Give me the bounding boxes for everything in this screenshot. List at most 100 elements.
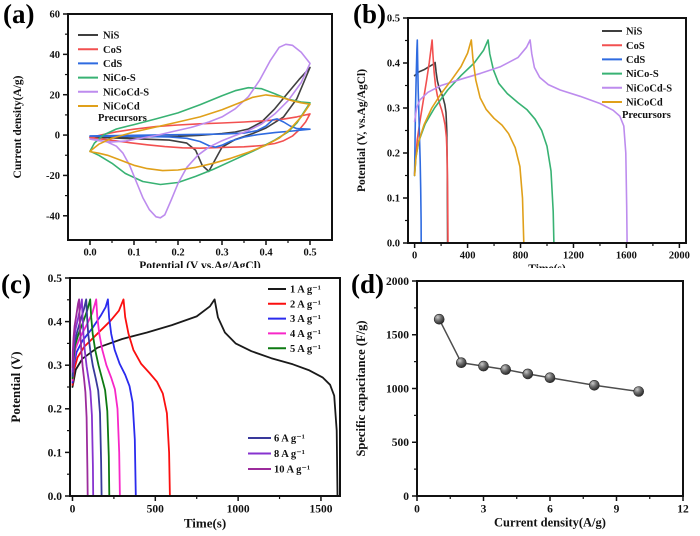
legend-label: CoS — [626, 41, 645, 52]
svg-text:20: 20 — [50, 90, 61, 101]
svg-text:60: 60 — [50, 10, 61, 21]
legend-label: 4 A g⁻¹ — [290, 329, 321, 340]
svg-text:500: 500 — [392, 437, 410, 449]
legend-label: CoS — [103, 45, 122, 56]
svg-text:0: 0 — [403, 491, 409, 503]
data-point — [544, 372, 556, 383]
svg-text:-20: -20 — [46, 171, 60, 182]
svg-text:1200: 1200 — [563, 251, 584, 262]
legend-label: NiS — [626, 27, 643, 38]
series-nico-s — [89, 86, 311, 186]
panel-c-label: (c) — [1, 269, 31, 299]
svg-text:0.0: 0.0 — [387, 239, 400, 250]
svg-text:1000: 1000 — [227, 504, 250, 516]
x-axis-label: Potential (V vs.Ag/AgCl) — [139, 260, 261, 268]
panel-b-gcd-chart: 0 400 800 1200 1600 2000 0.0 0.1 0.2 0.3 0.4 0.5 Tim… — [356, 14, 690, 268]
data-point — [633, 386, 645, 397]
svg-text:1600: 1600 — [616, 251, 637, 262]
svg-text:0.3: 0.3 — [48, 360, 63, 372]
y-axis-label: Potential (V, vs.Ag/AgCl) — [356, 69, 368, 192]
panel-a-label: (a) — [3, 0, 35, 29]
svg-text:0: 0 — [414, 504, 420, 516]
svg-text:2000: 2000 — [386, 276, 409, 288]
series-6-a-g-1 — [71, 298, 103, 497]
series-4-a-g-1 — [71, 298, 121, 497]
svg-text:9: 9 — [614, 504, 620, 516]
data-point — [478, 360, 489, 372]
y-axis-label: Current density(A/g) — [12, 75, 24, 178]
legend-label: 3 A g⁻¹ — [290, 314, 321, 325]
legend-label: 8 A g⁻¹ — [274, 449, 305, 460]
legend-label: NiS — [103, 31, 120, 42]
plot-frame — [416, 280, 684, 497]
series-nico-s — [413, 39, 555, 244]
legend-label: NiCoCd-S — [626, 83, 672, 94]
svg-text:1500: 1500 — [386, 330, 409, 342]
series-group — [433, 313, 645, 397]
legend-label: NiCoCd — [103, 102, 140, 113]
svg-text:0.5: 0.5 — [303, 248, 316, 259]
panel-c: (c) 0 500 1000 1500 0.0 0.1 0.2 0.3 0.4 0.5 Time(s… — [0, 268, 350, 536]
series-2-a-g-1 — [71, 298, 171, 497]
svg-text:40: 40 — [50, 50, 61, 61]
series-nis — [413, 61, 449, 244]
svg-text:2000: 2000 — [669, 251, 690, 262]
svg-text:0: 0 — [412, 251, 417, 262]
series-cds — [413, 39, 422, 244]
svg-text:0.5: 0.5 — [387, 14, 400, 25]
panel-d: (d) 0 3 6 9 12 0 500 1000 1500 2000 Current densit… — [350, 268, 700, 536]
svg-text:0: 0 — [70, 504, 76, 516]
series-8-a-g-1 — [71, 298, 95, 497]
svg-text:400: 400 — [460, 251, 476, 262]
series-cos — [413, 39, 449, 244]
panel-b: (b) 0 400 800 1200 1600 2000 0.0 0.1 0.2 0.3 0.4 0.… — [350, 0, 700, 268]
svg-text:0.2: 0.2 — [387, 149, 400, 160]
series-5-a-g-1 — [71, 298, 111, 497]
y-axis-label: Specific capacitance (F/g) — [354, 320, 368, 456]
series-1-a-g-1 — [71, 298, 339, 497]
legend-label: NiCoCd-S — [103, 87, 149, 98]
data-point — [500, 364, 511, 375]
series-nicocd-s — [413, 39, 628, 244]
legend-label: 6 A g⁻¹ — [274, 434, 305, 445]
series-specific-capacitance — [438, 318, 640, 393]
data-point — [433, 313, 445, 325]
svg-text:0: 0 — [55, 131, 60, 142]
legend-note: Precursors — [98, 113, 147, 124]
y-axis-label: Potential (V) — [8, 351, 23, 422]
x-axis-label: Time(s) — [528, 263, 566, 268]
series-nicocd — [89, 94, 311, 172]
svg-text:0.2: 0.2 — [171, 248, 184, 259]
svg-text:-40: -40 — [46, 211, 60, 222]
panel-d-label: (d) — [351, 269, 384, 299]
series-group — [413, 39, 628, 244]
data-point — [589, 380, 600, 391]
series-3-a-g-1 — [71, 298, 137, 497]
series-group — [89, 43, 311, 219]
svg-text:0.1: 0.1 — [387, 194, 400, 205]
svg-text:0.3: 0.3 — [215, 248, 228, 259]
svg-text:3: 3 — [481, 504, 487, 516]
svg-text:0.0: 0.0 — [83, 248, 96, 259]
series-10-a-g-1 — [71, 298, 89, 497]
svg-text:1500: 1500 — [309, 504, 332, 516]
series-group — [71, 298, 339, 497]
panel-c-rate-gcd-chart: 0 500 1000 1500 0.0 0.1 0.2 0.3 0.4 0.5 Time(s) Pot… — [8, 273, 341, 531]
legend-label: 5 A g⁻¹ — [290, 344, 321, 355]
legend-label: 1 A g⁻¹ — [290, 285, 321, 296]
legend-label: 10 A g⁻¹ — [274, 465, 310, 476]
panel-a-cv-chart: 0.0 0.1 0.2 0.3 0.4 0.5 -40 -20 0 20 40 60 Potential… — [12, 10, 333, 268]
svg-text:0.3: 0.3 — [387, 104, 400, 115]
series-cds — [89, 118, 311, 148]
svg-text:0.1: 0.1 — [127, 248, 140, 259]
svg-text:0.5: 0.5 — [48, 273, 63, 285]
series-nicocd-s — [89, 43, 311, 219]
svg-text:6: 6 — [547, 504, 553, 516]
data-point — [522, 368, 534, 380]
svg-text:0.0: 0.0 — [48, 491, 63, 503]
legend-label: 2 A g⁻¹ — [290, 299, 321, 310]
legend-label: NiCoCd — [626, 98, 663, 109]
x-axis-label: Time(s) — [184, 516, 226, 531]
panel-d-capacitance-chart: 0 3 6 9 12 0 500 1000 1500 2000 Current density(A/… — [354, 276, 689, 530]
